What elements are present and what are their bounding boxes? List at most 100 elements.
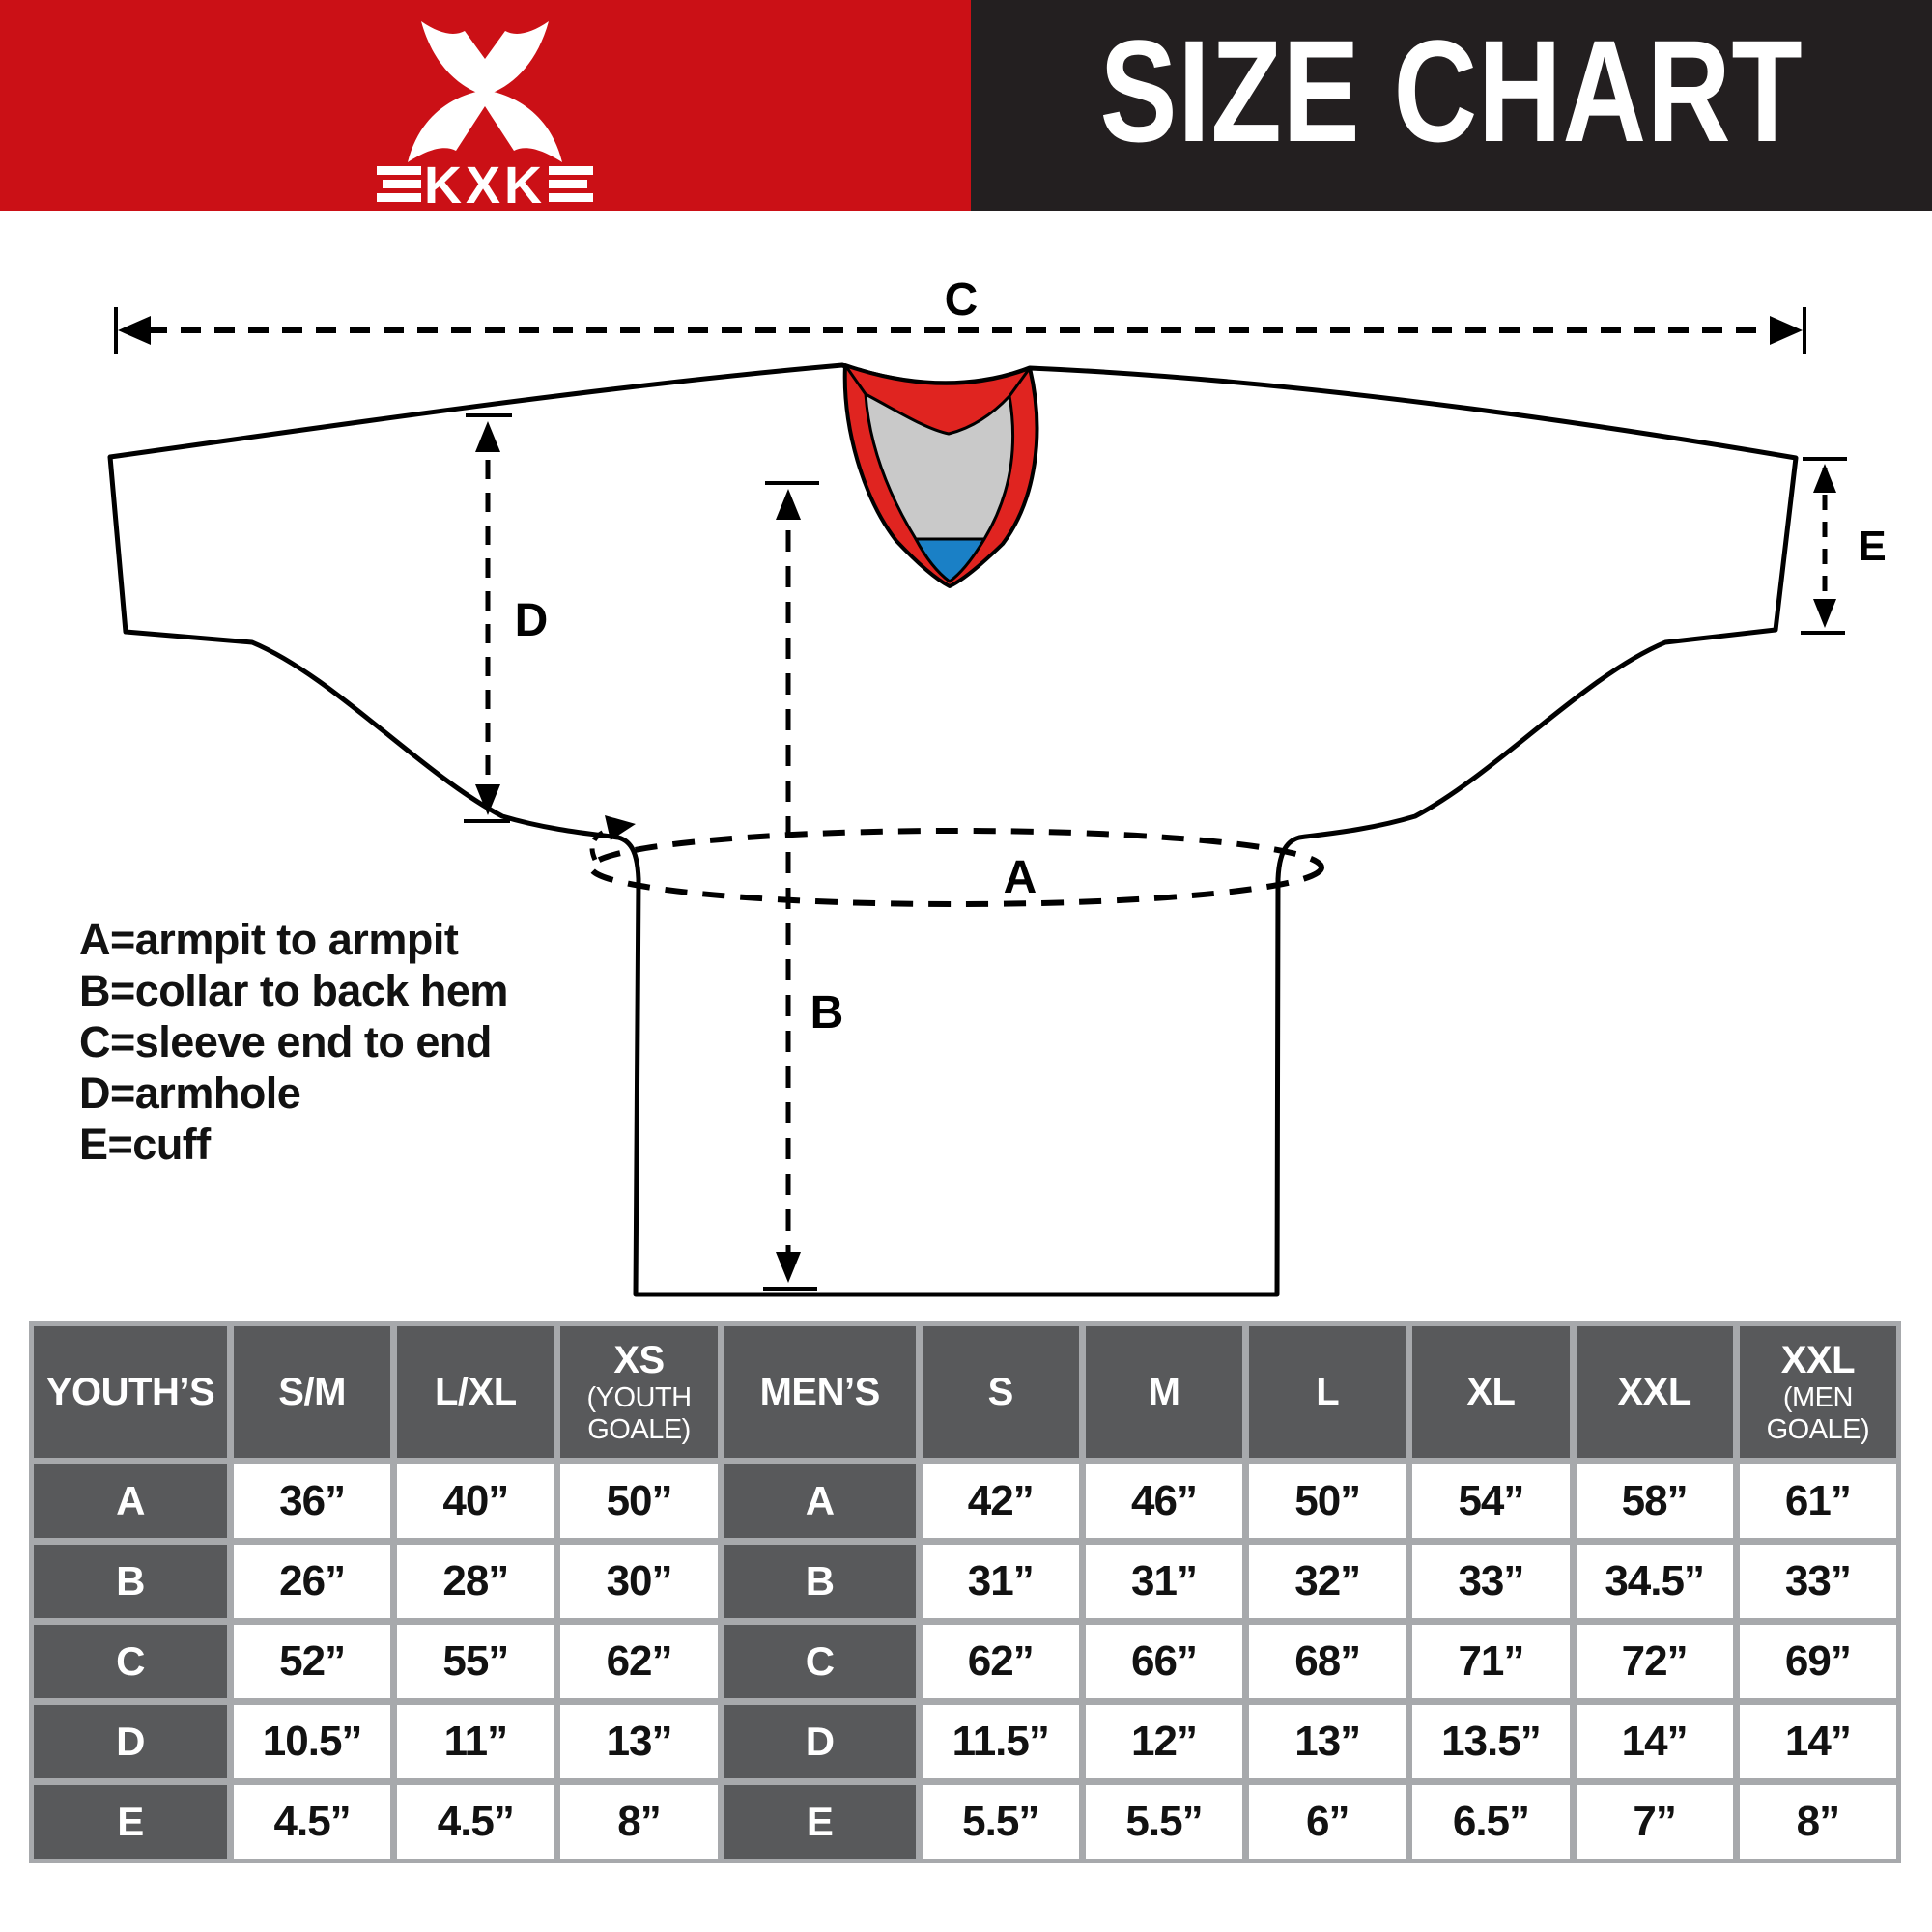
- column-header-xs-3-sublabel: GOALE): [587, 1413, 691, 1445]
- row-label-men-d: D: [724, 1705, 916, 1778]
- column-header-xs-3: XS (YOUTH GOALE): [560, 1326, 718, 1458]
- men-d-value-5-label: 14”: [1784, 1718, 1852, 1765]
- header-title-panel: SIZE CHART: [971, 0, 1932, 211]
- row-label-youth-b-label: B: [116, 1558, 145, 1604]
- column-header-mens-4-label: MEN’S: [759, 1370, 881, 1413]
- row-label-youth-e-label: E: [117, 1799, 144, 1844]
- youth-a-value-0: 36”: [234, 1464, 391, 1538]
- men-c-value-4-label: 72”: [1621, 1637, 1689, 1685]
- row-label-men-b-label: B: [805, 1558, 835, 1604]
- page-title: SIZE CHART: [1099, 10, 1804, 172]
- collar-inner-gray: [864, 392, 1014, 541]
- men-b-value-5: 33”: [1739, 1545, 1896, 1618]
- measure-e-arrow: [1801, 457, 1847, 635]
- header: KXK SIZE CHART: [0, 0, 1932, 211]
- men-c-value-1: 66”: [1085, 1625, 1243, 1698]
- column-header-xxl-9: XXL: [1576, 1326, 1733, 1458]
- men-d-value-3: 13.5”: [1412, 1705, 1570, 1778]
- row-label-men-d-label: D: [805, 1719, 835, 1764]
- collar-seam-left: [843, 364, 867, 395]
- men-e-value-5: 8”: [1739, 1785, 1896, 1859]
- men-c-value-0: 62”: [922, 1625, 1079, 1698]
- column-header-s-5-label: S: [987, 1370, 1014, 1413]
- legend-line: C=sleeve end to end: [79, 1017, 492, 1066]
- men-e-value-5-label: 8”: [1796, 1798, 1840, 1845]
- youth-a-value-2: 50”: [560, 1464, 718, 1538]
- row-label-men-c: C: [724, 1625, 916, 1698]
- men-c-value-0-label: 62”: [967, 1637, 1035, 1685]
- measure-d-arrow: [464, 413, 512, 823]
- youth-c-value-2-label: 62”: [606, 1637, 673, 1685]
- men-b-value-3-label: 33”: [1458, 1557, 1524, 1605]
- column-header-lxl-2-label: L/XL: [434, 1370, 517, 1413]
- measure-label-c: C: [945, 274, 979, 326]
- measure-b-arrow: [763, 481, 819, 1291]
- men-b-value-4-label: 34.5”: [1605, 1557, 1705, 1605]
- men-e-value-1-label: 5.5”: [1125, 1798, 1203, 1845]
- men-e-value-0: 5.5”: [922, 1785, 1079, 1859]
- men-b-value-4: 34.5”: [1576, 1545, 1733, 1618]
- column-header-youths-0: YOUTH’S: [34, 1326, 227, 1458]
- men-c-value-3-label: 71”: [1458, 1637, 1524, 1685]
- column-header-sm-1-label: S/M: [278, 1370, 346, 1413]
- measure-a-ellipse: [588, 815, 1324, 907]
- row-label-youth-e: E: [34, 1785, 227, 1859]
- kxk-logo-bars-left-icon: [377, 166, 421, 202]
- column-header-mens-4: MEN’S: [724, 1326, 916, 1458]
- row-label-youth-c: C: [34, 1625, 227, 1698]
- men-a-value-3-label: 54”: [1458, 1477, 1524, 1524]
- men-b-value-2: 32”: [1249, 1545, 1406, 1618]
- youth-c-value-1-label: 55”: [442, 1637, 509, 1685]
- column-header-xxl-10-sublabel: GOALE): [1766, 1413, 1870, 1445]
- row-label-men-e: E: [724, 1785, 916, 1859]
- legend-line: E=cuff: [79, 1120, 211, 1169]
- men-d-value-1-label: 12”: [1131, 1718, 1198, 1765]
- youth-e-value-2-label: 8”: [617, 1798, 661, 1845]
- measure-c-arrow: [114, 307, 1806, 354]
- row-label-men-a: A: [724, 1464, 916, 1538]
- youth-e-value-2: 8”: [560, 1785, 718, 1859]
- men-a-value-2: 50”: [1249, 1464, 1406, 1538]
- men-d-value-1: 12”: [1085, 1705, 1243, 1778]
- youth-b-value-2-label: 30”: [606, 1557, 673, 1605]
- column-header-xxl-10-label: XXL: [1780, 1338, 1856, 1381]
- men-a-value-0: 42”: [922, 1464, 1079, 1538]
- men-d-value-2-label: 13”: [1294, 1718, 1361, 1765]
- men-a-value-4: 58”: [1576, 1464, 1733, 1538]
- men-a-value-5: 61”: [1739, 1464, 1896, 1538]
- men-c-value-5-label: 69”: [1784, 1637, 1852, 1685]
- men-e-value-2-label: 6”: [1305, 1798, 1350, 1845]
- column-header-xxl-10-sublabel: (MEN: [1782, 1381, 1854, 1413]
- men-b-value-5-label: 33”: [1784, 1557, 1852, 1605]
- youth-a-value-2-label: 50”: [606, 1477, 673, 1524]
- men-d-value-5: 14”: [1739, 1705, 1896, 1778]
- men-c-value-1-label: 66”: [1131, 1637, 1198, 1685]
- youth-e-value-1: 4.5”: [397, 1785, 554, 1859]
- youth-c-value-1: 55”: [397, 1625, 554, 1698]
- kxk-logo-bars-right-icon: [549, 166, 593, 202]
- youth-a-value-1-label: 40”: [442, 1477, 509, 1524]
- column-header-l-7: L: [1249, 1326, 1406, 1458]
- row-label-youth-c-label: C: [116, 1638, 145, 1684]
- collar: [842, 363, 1039, 588]
- row-label-youth-b: B: [34, 1545, 227, 1618]
- column-header-xl-8: XL: [1412, 1326, 1570, 1458]
- row-label-youth-d: D: [34, 1705, 227, 1778]
- youth-e-value-1-label: 4.5”: [437, 1798, 515, 1845]
- column-header-xs-3-sublabel: (YOUTH: [586, 1381, 692, 1413]
- men-a-value-1: 46”: [1085, 1464, 1243, 1538]
- column-header-l-7-label: L: [1316, 1370, 1340, 1413]
- column-header-m-6: M: [1085, 1326, 1243, 1458]
- column-header-xxl-9-label: XXL: [1617, 1370, 1692, 1413]
- column-header-youths-0-label: YOUTH’S: [45, 1370, 215, 1413]
- measure-label-a: A: [1004, 852, 1037, 903]
- kxk-logo: KXK: [377, 21, 593, 211]
- legend-line: A=armpit to armpit: [79, 915, 459, 964]
- row-label-youth-d-label: D: [116, 1719, 145, 1764]
- youth-b-value-0-label: 26”: [279, 1557, 346, 1605]
- size-table: YOUTH’S S/M L/XL XS (YOUTH GOALE) MEN’S S M L XL XX…: [29, 1321, 1901, 1863]
- measurement-legend: A=armpit to armpit B=collar to back hem C=…: [79, 914, 508, 1170]
- men-a-value-3: 54”: [1412, 1464, 1570, 1538]
- men-c-value-3: 71”: [1412, 1625, 1570, 1698]
- youth-a-value-1: 40”: [397, 1464, 554, 1538]
